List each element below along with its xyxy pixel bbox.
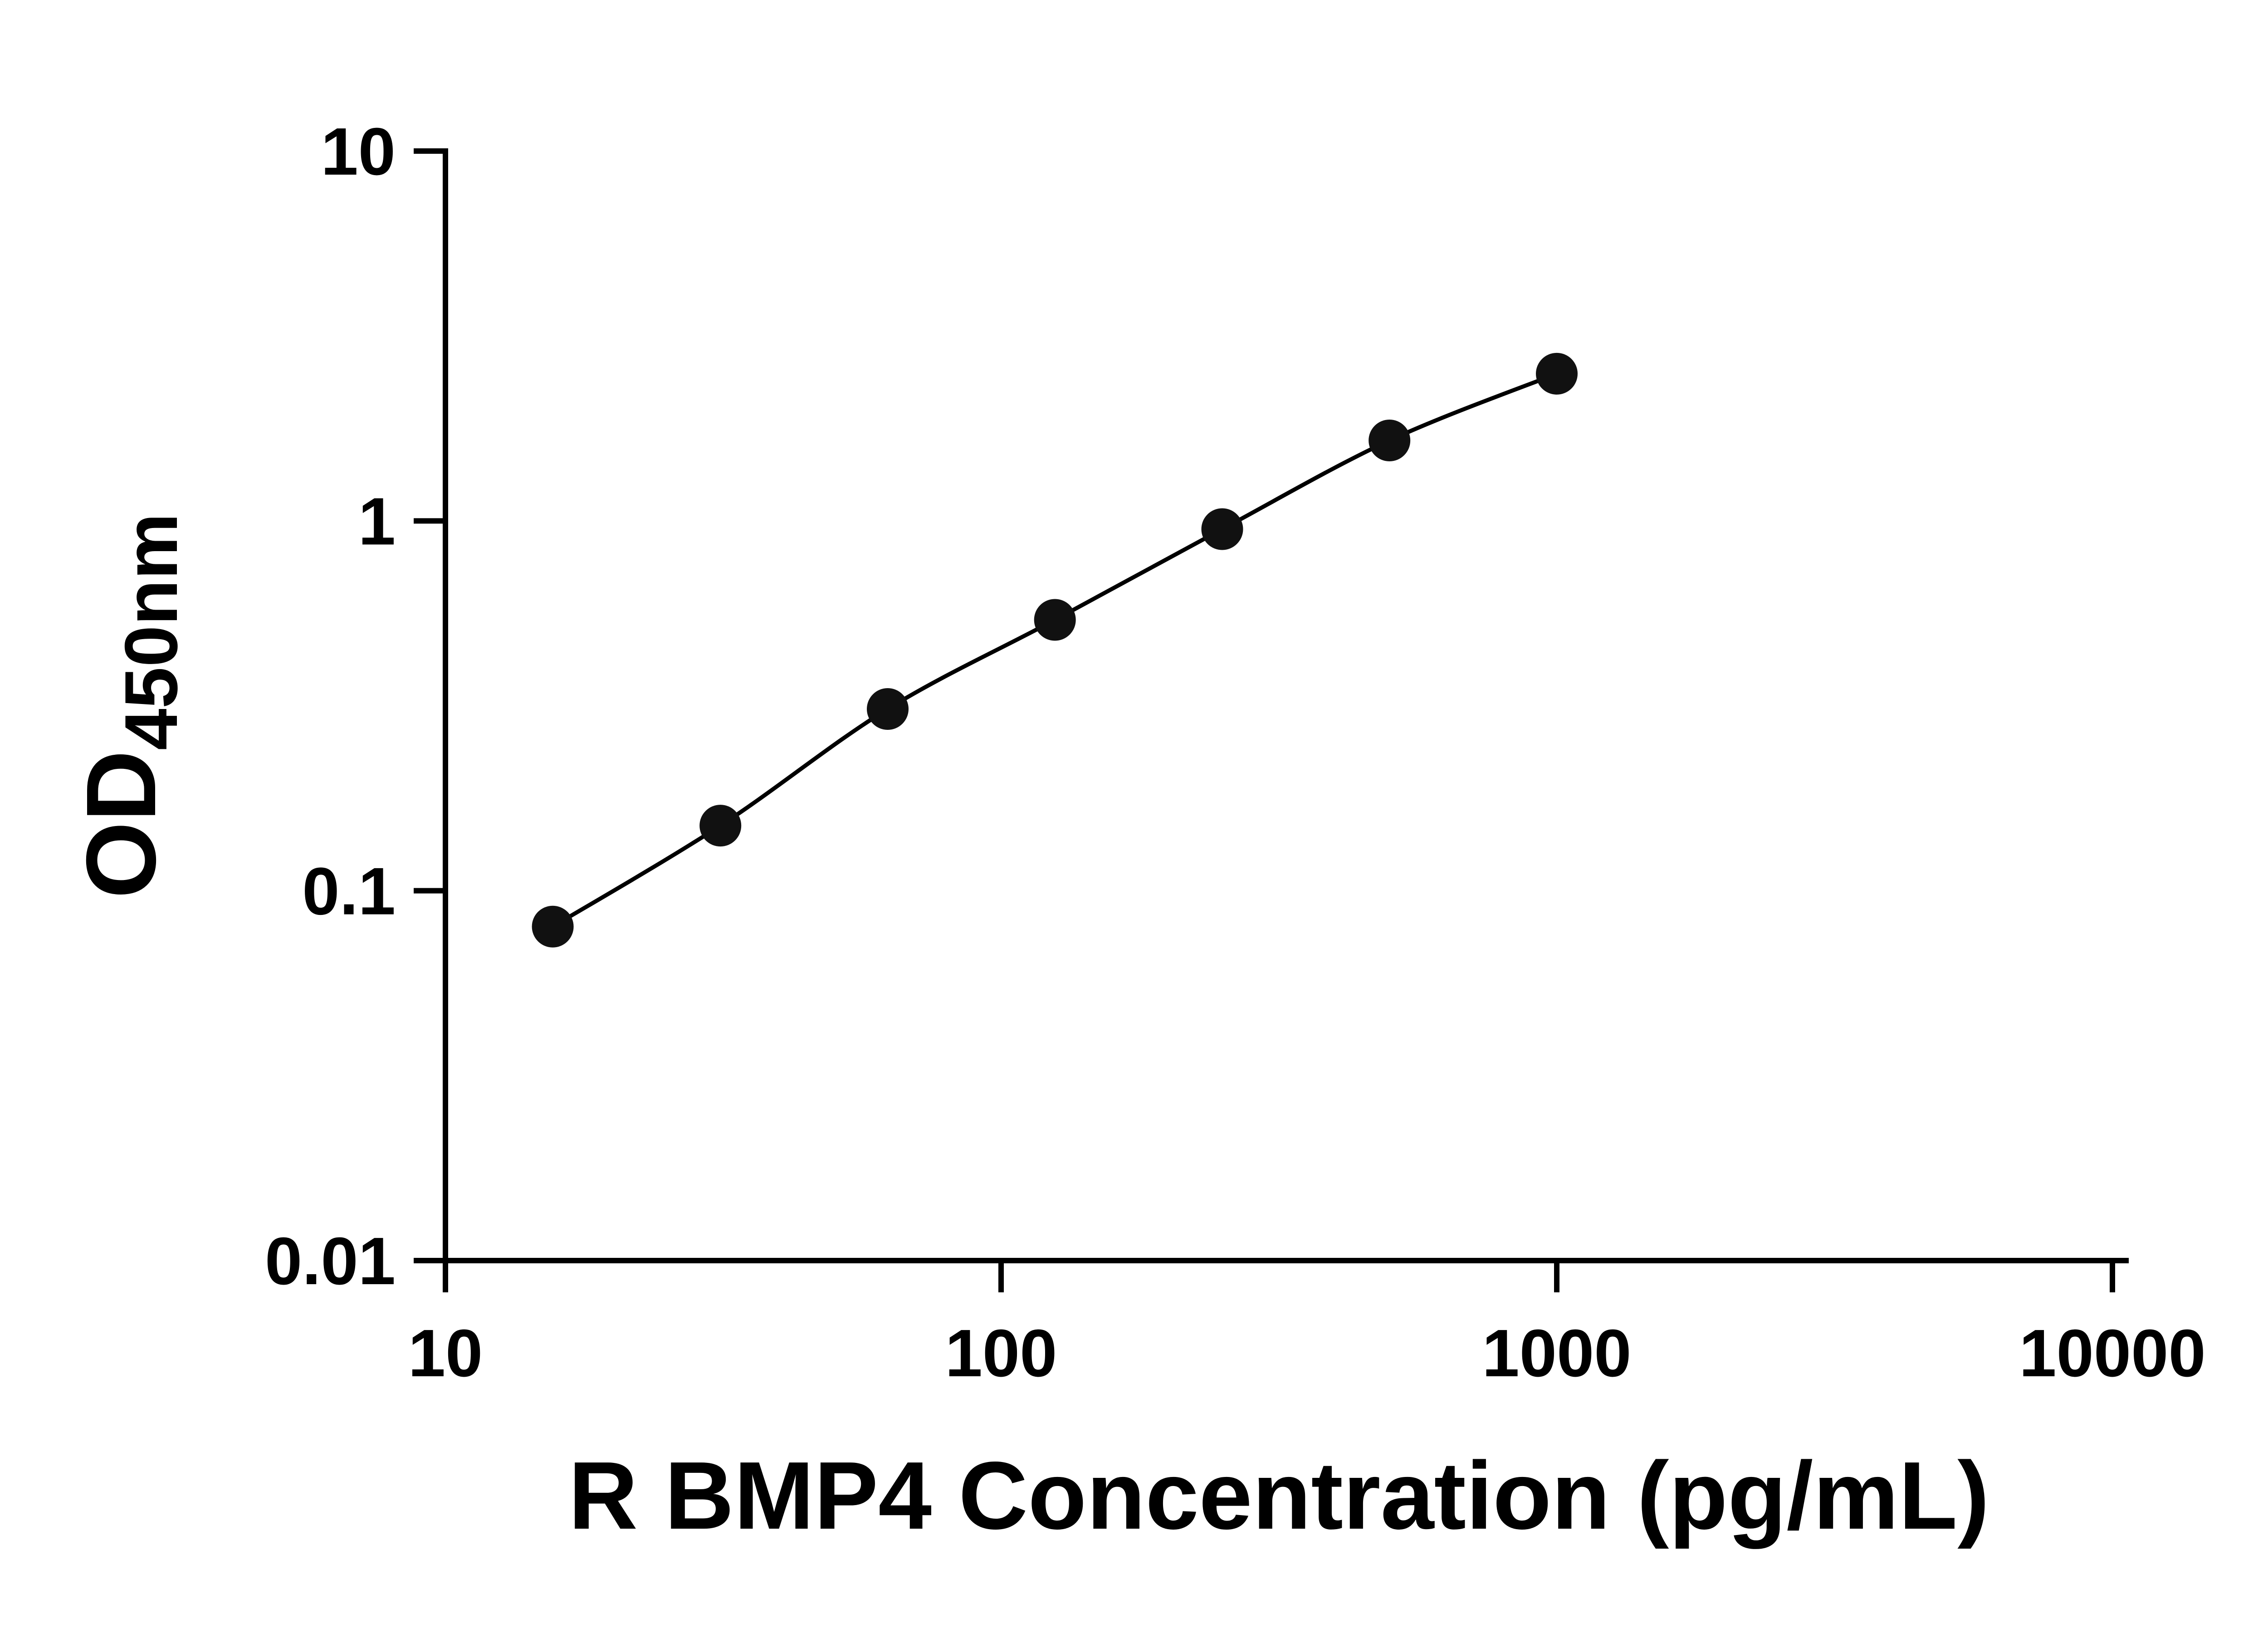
data-point-marker <box>1201 508 1243 550</box>
x-tick-label: 10 <box>408 1316 483 1391</box>
y-tick-label: 0.01 <box>265 1224 396 1299</box>
y-tick-label: 10 <box>321 114 396 189</box>
data-series <box>532 352 1578 948</box>
data-point-marker <box>867 688 909 730</box>
standard-curve-line <box>552 372 1558 929</box>
data-point-marker <box>1536 352 1578 395</box>
data-point-marker <box>1369 420 1411 461</box>
x-tick-label: 10000 <box>2019 1316 2206 1391</box>
x-tick-label: 1000 <box>1482 1316 1631 1391</box>
data-point-marker <box>532 905 574 948</box>
data-point-marker <box>699 805 742 847</box>
x-tick-label: 100 <box>945 1316 1057 1391</box>
y-tick-label: 1 <box>358 484 396 559</box>
axes <box>414 148 2129 1292</box>
data-point-marker <box>1034 599 1076 641</box>
y-tick-label: 0.1 <box>302 854 396 929</box>
y-axis-title: OD450nm <box>66 513 193 899</box>
x-axis-title: R BMP4 Concentration (pg/mL) <box>568 1442 1989 1549</box>
